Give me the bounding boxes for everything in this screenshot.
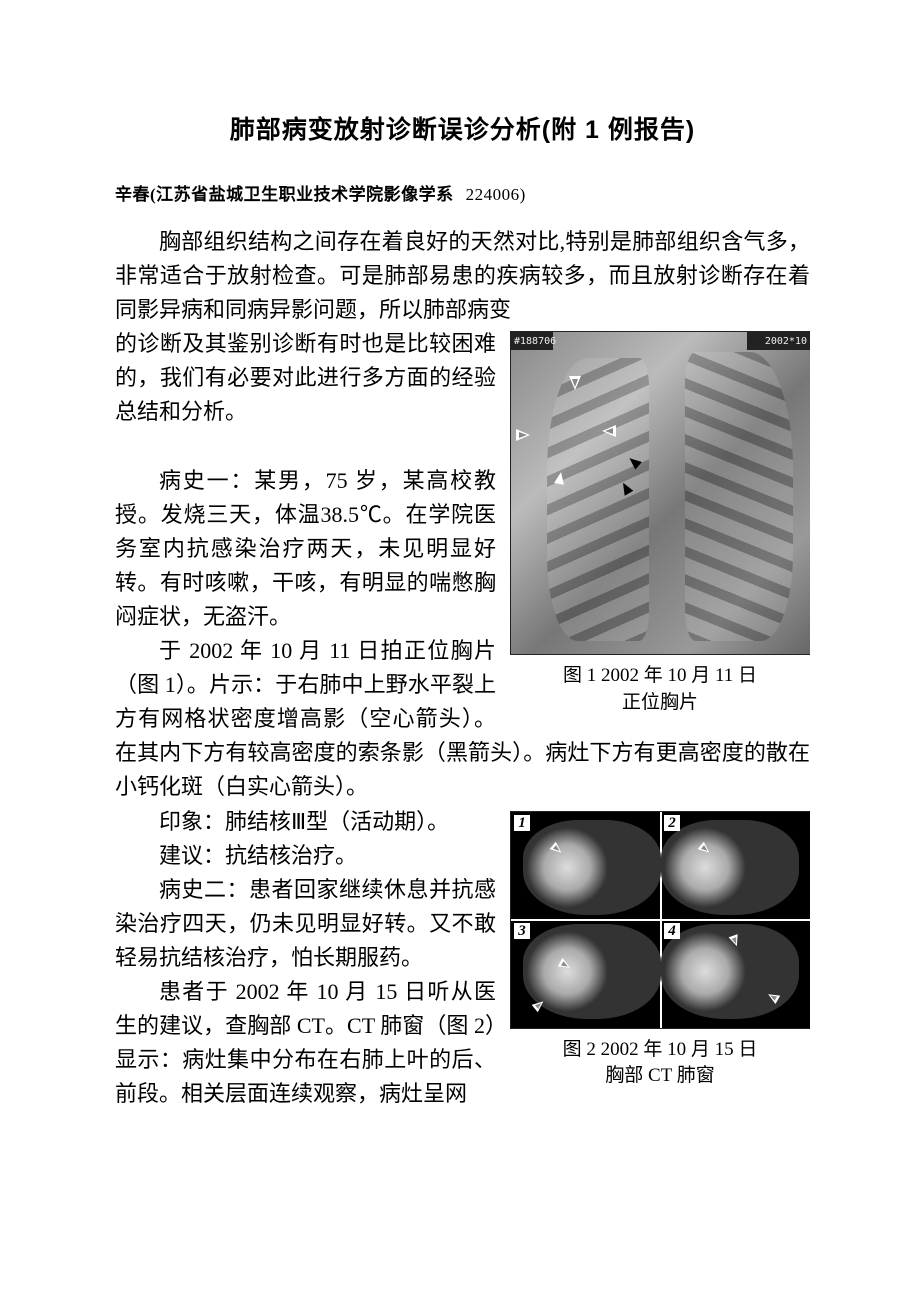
author-line: 辛春(江苏省盐城卫生职业技术学院影像学系 224006) [115, 180, 810, 205]
ct-panel-number: 4 [664, 923, 680, 939]
ct-panel-number: 3 [514, 923, 530, 939]
hollow-arrow-icon [516, 429, 530, 441]
body-wrap: #188706 2002*10 图 1 2002 年 10 月 11 日 正位胸… [115, 327, 810, 1111]
figure-1: #188706 2002*10 图 1 2002 年 10 月 11 日 正位胸… [510, 331, 810, 716]
white-arrow-icon [554, 472, 566, 486]
figure-1-caption-line2: 正位胸片 [622, 692, 698, 713]
figure-2-caption-line1: 图 2 2002 年 10 月 15 日 [563, 1039, 758, 1060]
figure-1-label-left: #188706 [514, 335, 556, 349]
figure-2-caption: 图 2 2002 年 10 月 15 日 胸部 CT 肺窗 [510, 1037, 810, 1090]
figure-2-caption-line2: 胸部 CT 肺窗 [605, 1065, 714, 1086]
document-page: 肺部病变放射诊断误诊分析(附 1 例报告) 辛春(江苏省盐城卫生职业技术学院影像… [0, 0, 920, 1151]
postal-code: 224006) [466, 185, 526, 204]
figure-1-label-right: 2002*10 [765, 335, 807, 349]
hollow-arrow-icon [569, 376, 581, 390]
hollow-arrow-icon [602, 425, 616, 437]
figure-1-caption-line1: 图 1 2002 年 10 月 11 日 [563, 665, 757, 686]
document-title: 肺部病变放射诊断误诊分析(附 1 例报告) [115, 110, 810, 146]
ct-panel-number: 1 [514, 815, 530, 831]
ct-panel-number: 2 [664, 815, 680, 831]
author-affiliation: 辛春(江苏省盐城卫生职业技术学院影像学系 [115, 185, 454, 204]
figure-1-image: #188706 2002*10 [510, 331, 810, 655]
figure-2-image: 1 2 3 4 [510, 811, 810, 1029]
intro-paragraph: 胸部组织结构之间存在着良好的天然对比,特别是肺部组织含气多，非常适合于放射检查。… [115, 225, 810, 327]
figure-1-caption: 图 1 2002 年 10 月 11 日 正位胸片 [510, 663, 810, 716]
figure-2: 1 2 3 4 图 2 2002 年 10 月 15 日 胸部 CT 肺窗 [510, 811, 810, 1090]
